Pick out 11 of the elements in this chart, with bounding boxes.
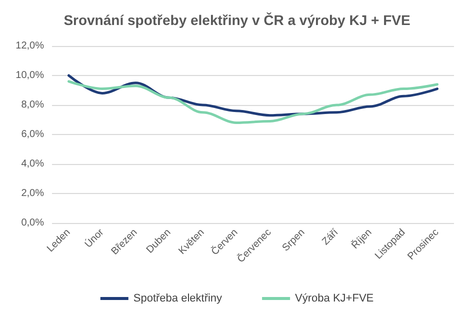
y-tick-label: 4,0% bbox=[21, 158, 44, 170]
chart-title: Srovnání spotřeby elektřiny v ČR a výroby KJ + FVE bbox=[64, 12, 410, 28]
y-tick-label: 2,0% bbox=[21, 188, 44, 199]
y-tick-label: 8,0% bbox=[21, 100, 44, 110]
y-tick-label: 12,0% bbox=[16, 40, 44, 52]
y-tick-label: 10,0% bbox=[16, 70, 44, 81]
legend-label: Výroba KJ+FVE bbox=[295, 292, 374, 304]
y-tick-label: 0,0% bbox=[21, 218, 44, 228]
y-tick-label: 6,0% bbox=[21, 129, 44, 140]
line-series bbox=[68, 80, 438, 124]
legend-label: Spotřeba elektřiny bbox=[133, 292, 223, 304]
